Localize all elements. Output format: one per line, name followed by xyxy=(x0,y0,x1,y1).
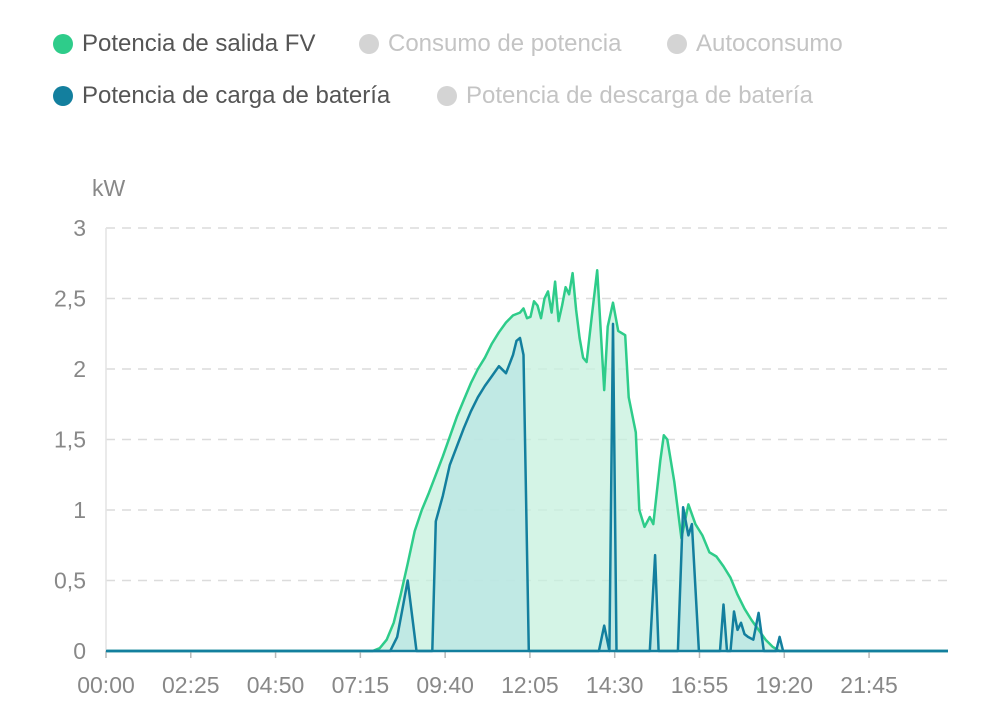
axes xyxy=(105,228,948,658)
tick-labels: 0 0,5 1 1,5 2 2,5 3kW 00:00 02:25 04:50 07:15 09:40… xyxy=(54,175,898,698)
legend-label: Autoconsumo xyxy=(696,30,843,57)
legend-dot-icon xyxy=(359,34,379,54)
legend-item[interactable]: Potencia de salida FV xyxy=(53,30,315,58)
legend-dot-icon xyxy=(667,34,687,54)
x-tick-label: 07:15 xyxy=(332,672,390,698)
series-line xyxy=(106,269,948,653)
legend-item[interactable]: Autoconsumo xyxy=(667,30,843,58)
y-tick-label: 2 xyxy=(73,356,86,382)
legend-dot-icon xyxy=(437,86,457,106)
x-tick-label: 16:55 xyxy=(671,672,729,698)
series-lines xyxy=(106,269,948,653)
legend-label: Potencia de carga de batería xyxy=(82,82,391,109)
x-tick-label: 00:00 xyxy=(77,672,135,698)
series-area xyxy=(106,270,948,651)
y-tick-label: 0,5 xyxy=(54,568,86,594)
x-tick-label: 04:50 xyxy=(247,672,305,698)
legend-label: Consumo de potencia xyxy=(388,30,622,57)
x-tick-label: 12:05 xyxy=(501,672,559,698)
x-tick-label: 09:40 xyxy=(416,672,474,698)
legend-item[interactable]: Consumo de potencia xyxy=(359,30,621,58)
legend-label: Potencia de salida FV xyxy=(82,30,316,57)
y-tick-label: 0 xyxy=(73,638,86,664)
y-tick-label: 3 xyxy=(73,215,86,241)
x-tick-label: 21:45 xyxy=(840,672,898,698)
x-tick-label: 19:20 xyxy=(755,672,813,698)
series-line xyxy=(106,322,948,653)
legend-item[interactable]: Potencia de carga de batería xyxy=(53,82,390,110)
legend-dot-icon xyxy=(53,86,73,106)
legend-label: Potencia de descarga de batería xyxy=(466,82,813,109)
legend-item[interactable]: Potencia de descarga de batería xyxy=(437,82,813,110)
y-tick-label: 1,5 xyxy=(54,427,86,453)
y-tick-label: 1 xyxy=(73,497,86,523)
x-tick-label: 02:25 xyxy=(162,672,220,698)
x-tick-label: 14:30 xyxy=(586,672,644,698)
y-unit-label: kW xyxy=(92,175,126,201)
y-tick-label: 2,5 xyxy=(54,286,86,312)
legend-dot-icon xyxy=(53,34,73,54)
